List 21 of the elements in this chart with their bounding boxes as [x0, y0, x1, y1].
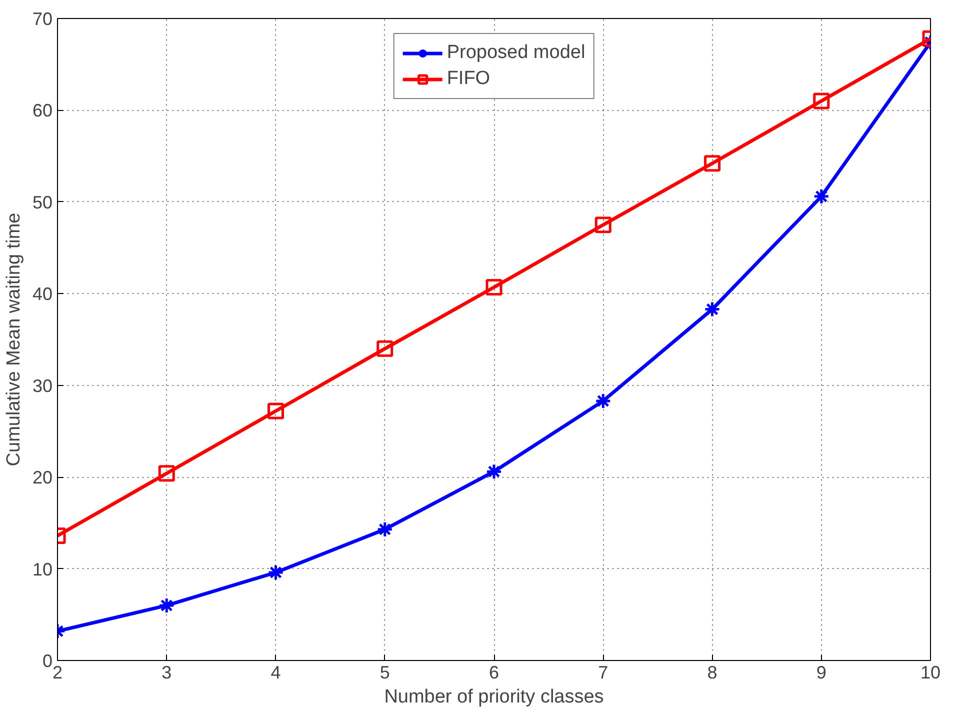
legend-label: FIFO	[446, 68, 490, 90]
x-tick-label: 7	[598, 662, 608, 682]
y-axis-title: Cumulative Mean waiting time	[3, 212, 24, 466]
x-tick-label: 2	[52, 662, 63, 682]
x-tick-label: 3	[162, 662, 172, 682]
x-tick-label: 10	[920, 662, 941, 682]
y-tick-label: 10	[32, 559, 53, 580]
x-tick-label: 5	[380, 662, 390, 682]
y-tick-label: 70	[32, 9, 53, 29]
y-tick-label: 60	[32, 100, 53, 121]
y-tick-label: 40	[32, 284, 53, 304]
y-tick-label: 20	[32, 468, 53, 488]
y-tick-label: 0	[42, 651, 53, 671]
x-axis-title: Number of priority classes	[384, 686, 604, 708]
y-tick-label: 50	[32, 192, 53, 212]
y-tick-label: 30	[32, 376, 53, 396]
x-tick-label: 6	[488, 662, 500, 682]
legend-label: Proposed model	[446, 42, 586, 64]
x-tick-label: 8	[707, 662, 718, 682]
x-tick-label: 4	[270, 662, 281, 682]
x-tick-label: 9	[816, 662, 826, 682]
